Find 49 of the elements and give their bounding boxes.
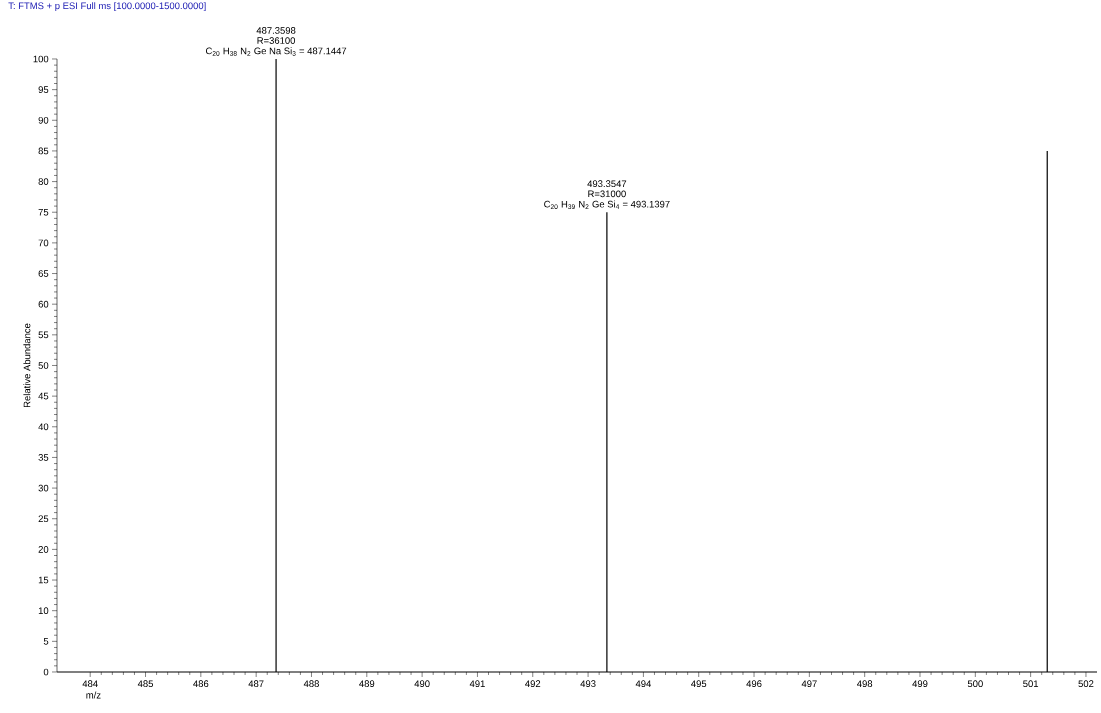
x-tick-label: 491: [469, 680, 485, 688]
chart-title: T: FTMS + p ESI Full ms [100.0000-1500.0000]: [8, 2, 206, 12]
x-tick-label: 485: [137, 680, 154, 688]
x-tick-label: 492: [525, 680, 541, 688]
text: R=36100: [257, 37, 296, 44]
y-tick-label: 50: [38, 362, 49, 369]
x-tick-label: 493: [580, 680, 596, 688]
y-tick-label: 30: [38, 484, 49, 492]
y-tick-label: 90: [38, 116, 49, 124]
y-tick-label: 95: [38, 86, 49, 93]
y-tick-label: 75: [38, 208, 49, 216]
x-tick-label: 487: [248, 680, 264, 688]
y-tick-label: 35: [38, 454, 49, 461]
y-tick-label: 70: [38, 239, 49, 247]
x-tick-label: 494: [635, 680, 652, 688]
text: C$_{20}$ H$_{38}$ N$_{2}$ Ge Na Si$_{3}$ = 487.1447: [205, 47, 347, 56]
y-tick-label: 60: [38, 300, 49, 308]
x-tick-label: 501: [1023, 680, 1039, 688]
y-tick-label: 45: [38, 392, 49, 400]
y-tick-label: 100: [33, 55, 49, 63]
y-axis-title: Relative Abundance: [23, 323, 31, 408]
x-tick-label: 496: [746, 680, 762, 688]
y-tick-label: 65: [38, 270, 49, 277]
y-tick-label: 20: [38, 546, 49, 553]
text: 487.3598: [256, 27, 296, 34]
text: C$_{20}$ H$_{39}$ N$_{2}$ Ge Si$_{4}$ = 493.1397: [544, 200, 670, 210]
y-tick-label: 10: [38, 607, 49, 615]
x-tick-label: 490: [414, 680, 430, 688]
y-tick-label: 25: [38, 515, 49, 523]
y-tick-label: 85: [38, 147, 49, 155]
x-tick-label: 500: [967, 680, 983, 688]
x-tick-label: 502: [1078, 680, 1094, 688]
x-tick-label: 497: [801, 680, 817, 688]
x-tick-label: 499: [912, 680, 928, 688]
y-tick-label: 80: [38, 178, 49, 185]
y-tick-label: 15: [38, 576, 49, 584]
x-tick-label: 489: [359, 680, 375, 688]
x-tick-label: 498: [857, 680, 873, 688]
x-tick-label: 495: [691, 680, 707, 688]
y-tick-label: 5: [43, 638, 49, 645]
x-tick-label: 486: [193, 680, 209, 688]
x-axis-title: m/z: [86, 691, 101, 699]
y-tick-label: 0: [43, 668, 49, 676]
annotation: R=31000: [588, 190, 626, 198]
x-tick-label: 488: [303, 680, 319, 688]
y-tick-label: 55: [38, 331, 49, 339]
annotation: 493.3547: [587, 180, 627, 188]
y-tick-label: 40: [38, 423, 49, 431]
x-tick-label: 484: [82, 680, 98, 688]
